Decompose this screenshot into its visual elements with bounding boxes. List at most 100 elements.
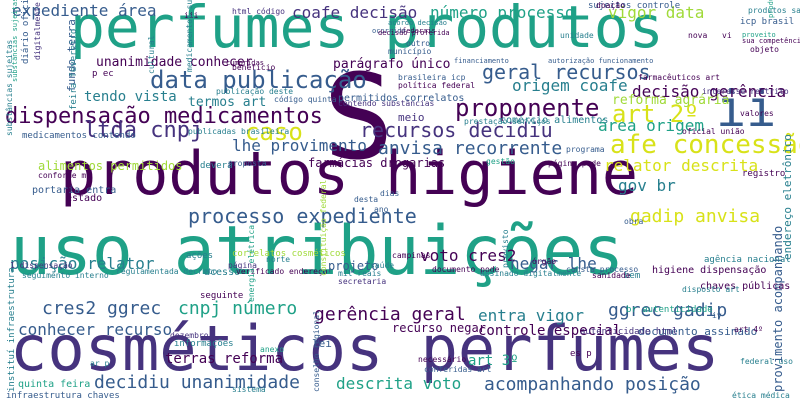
word-cloud-term: uso atribuições [10, 212, 625, 291]
word-cloud-term: órgão [532, 257, 557, 266]
word-cloud-term: origem coafe [512, 76, 628, 95]
word-cloud-term: deverá [200, 161, 233, 171]
word-cloud-term: instituí infraestrutura [7, 267, 17, 392]
word-cloud-term: objeto [750, 45, 779, 54]
word-cloud-term: política federal [398, 81, 476, 90]
word-cloud-term: lei [312, 337, 332, 350]
word-cloud-term: conforme mp [38, 171, 91, 180]
word-cloud-term: acordo decisão [388, 19, 448, 27]
word-cloud-term: assinado digitalmente [480, 269, 582, 278]
word-cloud-term: regulamentada decreto [116, 267, 218, 276]
word-cloud-term: anexo [260, 345, 285, 354]
word-cloud-term: publicação deste [216, 87, 294, 96]
word-cloud-term: farmacêuticos art [638, 73, 720, 82]
word-cloud-term: valores [740, 109, 774, 118]
word-cloud-term: negar lhe [510, 254, 597, 273]
word-cloud-term: endereço eletrônico [781, 134, 794, 260]
word-cloud-term: prestação serviços [464, 117, 551, 126]
word-cloud-term: previsto [501, 229, 510, 268]
word-cloud-term: reforma agrária [612, 93, 730, 108]
word-cloud-term: voto cres2 [420, 246, 517, 265]
word-cloud-term: ano [374, 205, 389, 214]
word-cloud-term: html código [232, 7, 285, 16]
word-cloud-term: gadip anvisa [630, 206, 761, 227]
word-cloud-term: alimentos permitidos [38, 159, 183, 173]
word-cloud-term: brasileira icp [398, 73, 466, 82]
word-cloud-term: mil reais [338, 269, 382, 278]
word-cloud-term: substâncias sujeitas [11, 0, 19, 82]
word-cloud-term: ggrec gadip [608, 300, 728, 321]
word-cloud-term: benefício [232, 63, 276, 72]
word-cloud-term: dispensação medicamentos [5, 104, 323, 129]
word-cloud-term: farmácias drogarias [308, 156, 446, 170]
word-cloud-term: oficial união [682, 127, 745, 136]
word-cloud-term: es p [570, 349, 592, 359]
word-cloud-term: secretaria [338, 277, 387, 286]
word-cloud-term: proveito [742, 31, 776, 39]
word-cloud-term: cosméticos perfumes [10, 312, 720, 385]
word-cloud-term: perfumes produtos [70, 0, 664, 61]
word-cloud-term: necessário [418, 355, 467, 364]
word-cloud-term: icp brasil [740, 17, 795, 27]
word-cloud-term: processo expediente [188, 204, 417, 228]
word-cloud-term: proposta [228, 159, 267, 168]
word-cloud-term: decidiu unanimidade [94, 372, 300, 393]
word-cloud-term: acompanhando posição [484, 374, 701, 395]
word-cloud-term: disposto art [682, 285, 740, 294]
word-cloud-term: gestão [486, 157, 515, 166]
word-cloud-term: registro [742, 169, 786, 179]
word-cloud-term: 1 dispensação [10, 261, 73, 270]
word-cloud-term: permitidos correlatos [338, 93, 465, 104]
word-cloud-term: contendo substâncias [338, 99, 435, 108]
word-cloud-term: página [228, 261, 257, 270]
word-cloud-term: conselho regional [312, 310, 321, 392]
word-cloud-term: terras reforma [165, 351, 284, 367]
word-cloud-term: art 2º [612, 100, 699, 128]
word-cloud-term: projeto [328, 259, 379, 273]
word-cloud-term: chaves públicas [700, 281, 791, 292]
word-cloud-term: sujeitos controle [588, 1, 681, 11]
word-cloud-term: dezembro [170, 331, 209, 340]
word-cloud-term: comércio alimentos [500, 115, 609, 126]
word-cloud-term: número processo [430, 3, 575, 22]
word-cloud-term: desta [354, 195, 379, 204]
word-cloud-term: município [388, 47, 432, 56]
word-cloud-term: iii [184, 11, 199, 20]
word-cloud-term: ltda cnpj [84, 118, 204, 143]
word-cloud-term: relator descrita [604, 156, 759, 175]
word-cloud-term: dias [380, 189, 400, 198]
word-cloud-term: código quinta [274, 95, 337, 104]
word-cloud-term: ii [716, 80, 777, 138]
word-cloud-term: ações [186, 251, 214, 261]
word-cloud-term: obra [624, 217, 644, 226]
word-cloud-term: financiamento [454, 57, 509, 65]
word-cloud-term: saúde [370, 261, 395, 270]
word-cloud-term: publicadas brasileira [188, 127, 290, 136]
word-cloud-term: data publicação [150, 66, 367, 94]
word-cloud-term: agência nacional [704, 255, 791, 265]
word-cloud-term: interesse restrito [702, 87, 789, 96]
word-cloud-term: unanimidade conhecer [96, 55, 253, 70]
word-cloud-term: consta processo [566, 265, 639, 274]
word-cloud-term: estado [66, 193, 103, 204]
word-cloud-term: seguinte [200, 291, 244, 301]
word-cloud-term: vigor data [608, 3, 705, 22]
word-cloud-term: portaria entra [32, 185, 117, 196]
word-cloud-term: recurso negar [392, 321, 486, 335]
word-cloud-term: iv [712, 311, 722, 320]
word-cloud-term: autenticidade html [580, 327, 678, 337]
word-cloud-term: br autenticidade [626, 305, 713, 315]
word-cloud-term: art 3º [468, 353, 519, 369]
word-cloud-term: decisão proferida [378, 29, 450, 37]
word-cloud-term: sistema [232, 385, 266, 394]
word-cloud-term: acesso [204, 267, 241, 278]
word-cloud-term: parágrafo único [333, 57, 451, 72]
word-cloud-term: federal uso [740, 357, 793, 366]
word-cloud-term: gerência geral [314, 304, 466, 325]
word-cloud-term: doação [596, 1, 625, 10]
word-cloud-term: recursos decidiu [360, 118, 553, 142]
word-cloud-term: unidade [560, 31, 594, 40]
word-cloud-term: caso [245, 118, 303, 146]
word-cloud-term: medicamentos sujeitos [185, 0, 194, 72]
word-cloud-term: informações [174, 339, 234, 349]
